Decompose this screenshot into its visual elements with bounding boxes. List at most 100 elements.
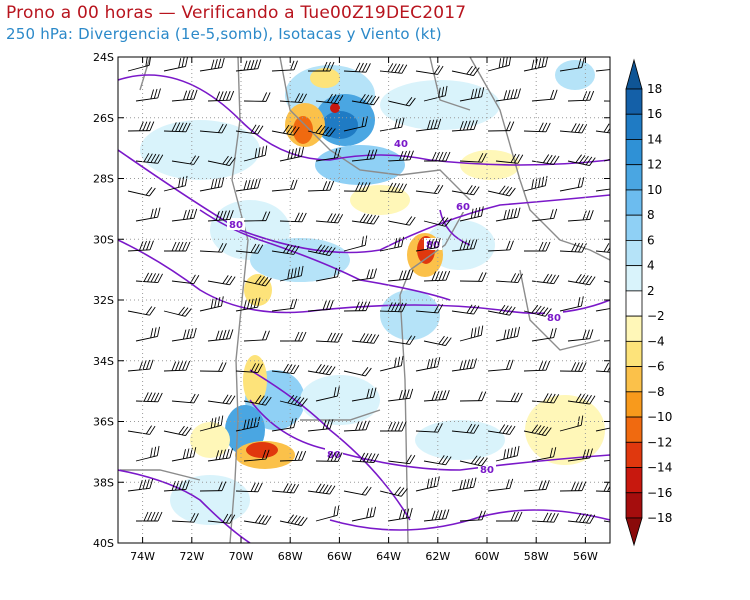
wind-barb (523, 424, 552, 437)
wind-barb (487, 240, 514, 252)
wind-barb (387, 335, 416, 345)
wind-barb (567, 273, 596, 286)
lon-tick-label: 64W (376, 550, 401, 563)
wind-barb (524, 241, 551, 252)
wind-barb (387, 388, 414, 402)
wind-barb (459, 87, 485, 102)
wind-barb (531, 512, 559, 523)
colorbar: 18 16 14 12 10 8 6 4 2 −2 −4 −6 −8 −10 −12 −14 −16 −18 (625, 58, 672, 547)
wind-barb (603, 220, 610, 222)
wind-barb (135, 207, 161, 222)
wind-barb (127, 121, 155, 132)
wind-barb (459, 455, 488, 467)
colorbar-swatch (625, 366, 643, 393)
wind-barb (351, 506, 377, 522)
isotach-lines (118, 74, 610, 543)
wind-barb (199, 123, 228, 134)
wind-barb (415, 422, 443, 433)
wind-barb (459, 325, 484, 342)
wind-barb (199, 177, 225, 192)
wind-barb (423, 270, 451, 282)
colorbar-label: −2 (647, 309, 665, 323)
colorbar-label: 8 (647, 208, 655, 222)
wind-barb (387, 507, 413, 522)
wind-barb (523, 480, 550, 492)
wind-barb (199, 481, 227, 492)
wind-barb (415, 303, 444, 314)
wind-barb (279, 212, 307, 223)
wind-barb (487, 424, 516, 435)
colorbar-swatch (625, 467, 643, 494)
colorbar-label: −16 (647, 486, 672, 500)
wind-barb (424, 151, 451, 162)
wind-barb (307, 180, 335, 192)
lat-tick-label: 38S (93, 476, 114, 489)
wind-barb (343, 420, 370, 432)
colorbar-label: −8 (647, 385, 665, 399)
colorbar-label: −10 (647, 410, 672, 424)
colorbar-swatch (625, 441, 643, 468)
wind-barb (135, 272, 163, 283)
wind-barb (495, 445, 520, 462)
wind-barb (351, 149, 378, 162)
wind-barb (199, 362, 227, 372)
wind-barb (207, 155, 236, 167)
wind-barb (351, 333, 380, 344)
wind-barb (127, 240, 154, 252)
lat-tick-label: 36S (93, 416, 114, 429)
wind-barb (135, 445, 160, 462)
wind-barb (343, 182, 371, 192)
wind-barb (315, 505, 340, 522)
wind-barb (559, 296, 584, 312)
wind-barb (523, 175, 548, 192)
wind-barb (171, 89, 198, 102)
colorbar-swatch (625, 88, 643, 115)
wind-barb (163, 306, 192, 317)
wind-barb (531, 327, 557, 342)
colorbar-label: −18 (647, 511, 672, 525)
wind-barb (523, 304, 552, 317)
wind-barb (379, 63, 408, 74)
wind-barb (351, 93, 380, 106)
wind-barb (127, 478, 154, 492)
colorbar-swatch (625, 492, 643, 519)
wind-barb (343, 486, 372, 496)
wind-barb (315, 93, 344, 105)
colorbar-swatch (625, 315, 643, 342)
wind-barb (559, 481, 587, 492)
wind-barb (171, 274, 200, 285)
wind-barb (243, 211, 271, 222)
wind-barb (207, 275, 236, 286)
wind-barb (459, 391, 487, 402)
wind-barb (387, 97, 416, 107)
wind-barb (171, 327, 197, 342)
colorbar-swatch (625, 391, 643, 418)
wind-barb (559, 57, 585, 72)
wind-barb (163, 425, 192, 437)
wind-barb (387, 150, 414, 162)
wind-barb (136, 511, 163, 522)
lon-tick-label: 70W (229, 550, 254, 563)
wind-barb (495, 88, 521, 102)
wind-barb (271, 60, 298, 72)
wind-barb (495, 153, 524, 164)
wind-barb (379, 236, 405, 252)
wind-barb (603, 100, 610, 102)
wind-barb (235, 297, 261, 312)
wind-barb (603, 154, 610, 162)
wind-barb (423, 390, 450, 402)
wind-barb (315, 386, 340, 402)
lon-tick-label: 68W (278, 550, 303, 563)
wind-barb (343, 367, 372, 377)
wind-barb (415, 65, 444, 75)
wind-barb (351, 387, 377, 402)
lon-tick-label: 66W (327, 550, 352, 563)
wind-barb (451, 65, 480, 77)
colorbar-swatch (625, 189, 643, 216)
wind-barb (567, 154, 596, 167)
wind-barb (199, 242, 227, 253)
wind-barb (280, 331, 307, 342)
colorbar-swatch (625, 214, 643, 241)
wind-barb (235, 363, 263, 373)
wind-barb (315, 267, 341, 282)
